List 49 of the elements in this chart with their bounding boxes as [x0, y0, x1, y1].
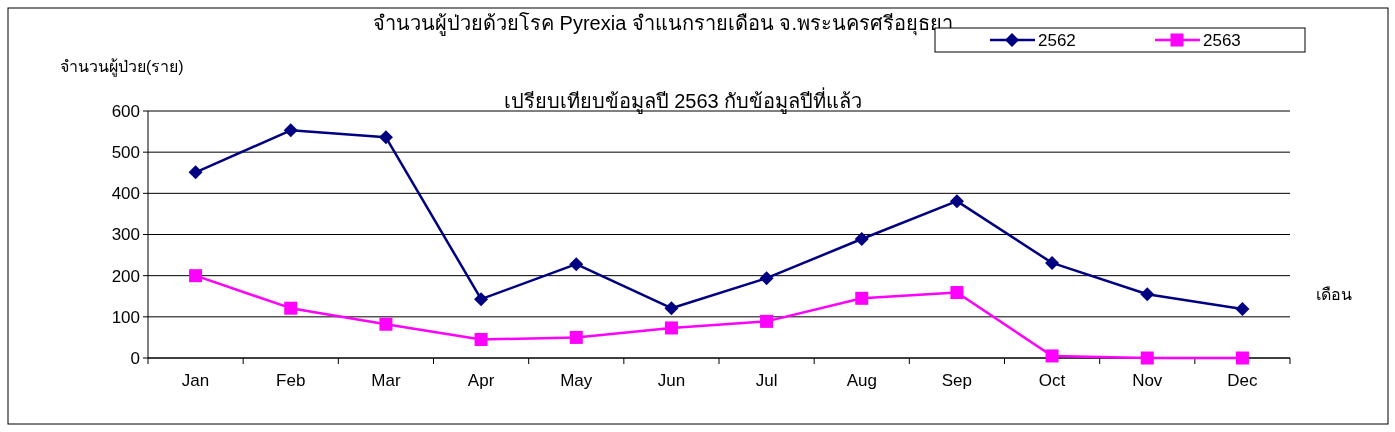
point	[759, 271, 774, 286]
x-tick-label: Sep	[941, 371, 973, 390]
y-tick-label: 600	[111, 101, 140, 121]
point	[189, 269, 203, 283]
point	[569, 257, 584, 272]
point	[949, 194, 964, 209]
point	[950, 286, 964, 300]
point	[1045, 349, 1059, 363]
point	[378, 130, 393, 145]
point	[474, 332, 488, 346]
x-tick-label: Aug	[846, 371, 877, 390]
legend-label: 2562	[1038, 30, 1076, 50]
x-axis-title: เดือน	[1316, 286, 1352, 303]
point	[474, 292, 489, 307]
point	[1140, 351, 1154, 365]
x-tick-label: Jun	[657, 371, 686, 390]
y-tick-label: 500	[111, 143, 140, 163]
x-tick-label: May	[560, 371, 593, 390]
y-tick-label: 400	[111, 184, 140, 204]
point	[1235, 302, 1250, 317]
x-tick-label: Mar	[371, 371, 401, 390]
chart-subtitle: เปรียบเทียบข้อมูลปี 2563 กับข้อมูลปีที่แล้ว	[503, 87, 863, 114]
x-tick-label: Nov	[1132, 371, 1163, 390]
x-tick-label: Dec	[1227, 371, 1259, 390]
x-tick-label: Apr	[467, 371, 495, 390]
point	[664, 321, 678, 335]
legend-label: 2563	[1203, 30, 1241, 50]
x-tick-label: Feb	[276, 371, 306, 390]
point	[379, 317, 393, 331]
x-tick-label: Jan	[181, 371, 210, 390]
point	[284, 301, 298, 315]
point	[283, 123, 298, 138]
point	[664, 301, 679, 316]
x-tick-label: Jul	[755, 371, 778, 390]
y-tick-label: 100	[111, 307, 140, 327]
point	[854, 232, 869, 247]
chart-title: จำนวนผู้ป่วยด้วยโรค Pyrexia จำแนกรายเดือน จ.พระนครศรีอยุธยา	[373, 12, 953, 36]
y-tick-label: 200	[111, 266, 140, 286]
y-axis-title: จำนวนผู้ป่วย(ราย)	[60, 58, 184, 77]
point	[1140, 287, 1155, 302]
point	[855, 291, 869, 305]
point	[760, 314, 774, 328]
point	[188, 165, 203, 180]
point	[1235, 351, 1249, 365]
point	[569, 330, 583, 344]
x-tick-label: Oct	[1038, 371, 1066, 390]
y-tick-label: 300	[111, 225, 140, 245]
y-tick-label: 0	[130, 348, 140, 368]
point	[1045, 255, 1060, 270]
